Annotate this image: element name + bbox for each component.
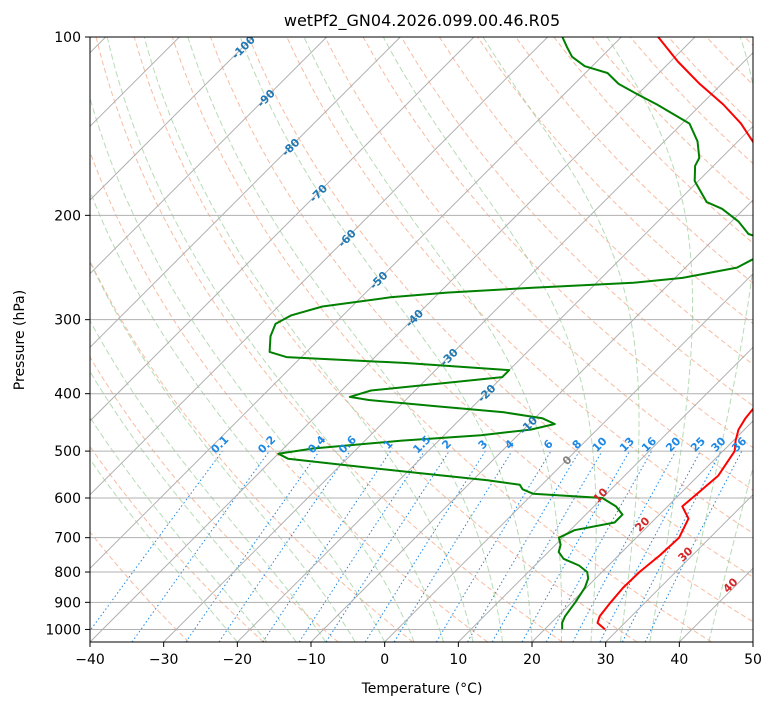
moist-adiabat xyxy=(382,37,597,642)
moist-adiabat xyxy=(239,37,533,642)
moist-adiabat xyxy=(90,370,297,642)
mixing-ratio-line xyxy=(218,450,351,642)
moist-adiabat xyxy=(303,37,563,642)
mixing-ratio-line xyxy=(572,450,677,642)
y-tick-label: 700 xyxy=(54,531,81,547)
moist-adiabat xyxy=(106,37,445,642)
dry-adiabat xyxy=(248,37,753,578)
isotherm xyxy=(605,493,753,642)
y-tick-label: 500 xyxy=(54,444,81,460)
moist-adiabat xyxy=(90,260,356,642)
y-tick-label: 200 xyxy=(54,208,81,224)
isotherm xyxy=(90,37,328,275)
mixing-ratio-line xyxy=(262,450,392,642)
chart-title: wetPf2_GN04.2026.099.00.46.R05 xyxy=(284,11,560,31)
y-axis-label: Pressure (hPa) xyxy=(12,290,28,390)
x-tick-label: 20 xyxy=(523,652,541,668)
moist-adiabat xyxy=(606,37,693,642)
dry-adiabat xyxy=(90,531,190,642)
moist-adiabat xyxy=(187,37,503,642)
y-tick-label: 100 xyxy=(54,30,81,46)
mixing-ratio-line xyxy=(393,450,513,642)
isotherm xyxy=(90,37,549,496)
moist-adiabat xyxy=(90,416,268,642)
x-tick-label: 50 xyxy=(744,652,762,668)
isotherm xyxy=(384,272,753,642)
moist-adiabat xyxy=(90,458,238,642)
moist-adiabat xyxy=(678,37,753,642)
dry-adiabat xyxy=(171,37,712,642)
isotherm xyxy=(90,37,622,570)
y-tick-label: 1000 xyxy=(45,622,81,638)
x-tick-label: −30 xyxy=(149,652,179,668)
y-tick-label: 900 xyxy=(54,595,81,611)
dewpoint-line xyxy=(268,37,753,630)
x-tick-label: −40 xyxy=(75,652,105,668)
isotherm xyxy=(310,199,753,642)
isotherm xyxy=(90,37,475,422)
y-tick-label: 800 xyxy=(54,565,81,581)
x-tick-label: −20 xyxy=(223,652,253,668)
mixing-ratio-line xyxy=(545,450,653,642)
dry-adiabat xyxy=(90,356,339,642)
temperature-line xyxy=(596,37,753,631)
dry-adiabat xyxy=(515,37,753,284)
moist-adiabat xyxy=(143,37,474,642)
mixing-ratio-line xyxy=(325,450,450,642)
isotherm xyxy=(163,51,753,642)
dry-adiabat xyxy=(324,37,753,491)
x-axis-label: Temperature (°C) xyxy=(361,681,483,697)
dry-adiabat xyxy=(210,37,753,623)
mixing-ratio-line xyxy=(185,450,320,642)
isotherm xyxy=(531,420,753,642)
dry-adiabat xyxy=(400,37,753,407)
x-tick-label: 30 xyxy=(597,652,615,668)
moist-adiabat xyxy=(90,189,386,642)
x-tick-label: 0 xyxy=(380,652,389,668)
mixing-ratio-line xyxy=(644,450,743,642)
dry-adiabat xyxy=(95,37,563,642)
dry-adiabat xyxy=(90,150,488,642)
mixing-ratio-line xyxy=(521,450,630,642)
x-tick-label: 40 xyxy=(670,652,688,668)
mixing-ratio-line xyxy=(131,450,270,642)
isotherm xyxy=(236,125,753,642)
y-tick-label: 600 xyxy=(54,491,81,507)
y-tick-label: 300 xyxy=(54,313,81,329)
y-tick-label: 400 xyxy=(54,387,81,403)
axes: −40 −30 −20 −10 0 10 20 30 40 50 100 200 300 400 500 60… xyxy=(45,30,762,668)
sounding-series xyxy=(268,37,753,631)
isotherm xyxy=(90,37,401,349)
x-tick-label: −10 xyxy=(296,652,326,668)
isotherm xyxy=(90,37,254,201)
mixing-ratio-line xyxy=(298,450,425,642)
isotherm xyxy=(90,37,696,642)
x-tick-label: 10 xyxy=(449,652,467,668)
plot-frame xyxy=(89,36,754,643)
moist-adiabat xyxy=(482,37,640,642)
mixing-ratio-line xyxy=(90,450,223,632)
background-lines xyxy=(90,37,753,642)
dry-adiabat xyxy=(90,445,264,642)
